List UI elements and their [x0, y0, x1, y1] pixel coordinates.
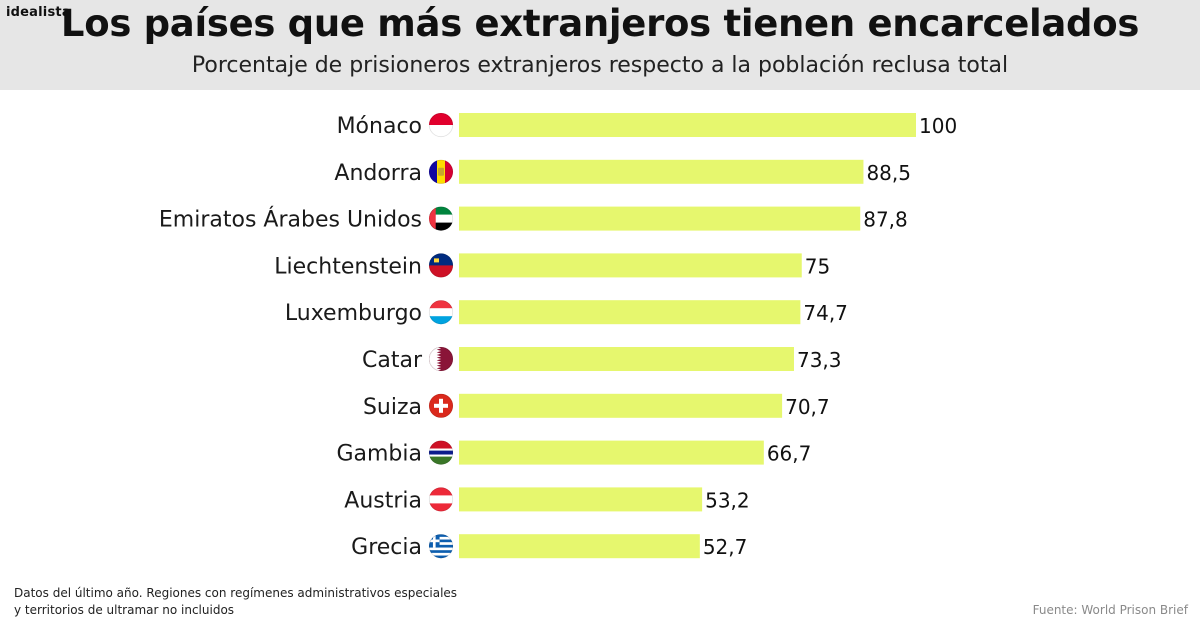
bar-row: Andorra 88,5	[334, 159, 911, 186]
value-label: 52,7	[703, 535, 748, 559]
andorra-flag-icon	[428, 159, 454, 184]
category-label: Liechtenstein	[274, 254, 422, 279]
bar-chart: Mónaco 100 Andorra 88,5 Emiratos Árabes Unid…	[159, 112, 957, 560]
luxembourg-flag-icon	[428, 300, 454, 325]
value-label: 75	[805, 254, 830, 278]
gambia-flag-icon	[428, 440, 454, 465]
liechtenstein-flag-icon	[428, 253, 454, 278]
footnote-line-1: Datos del último año. Regiones con regím…	[14, 586, 458, 600]
category-label: Mónaco	[337, 114, 422, 139]
category-label: Andorra	[334, 161, 422, 186]
bar	[459, 534, 700, 559]
category-label: Luxemburgo	[285, 301, 422, 326]
bar	[459, 300, 801, 325]
greece-flag-icon	[428, 534, 454, 559]
bar-row: Emiratos Árabes Unidos 87,8	[159, 206, 908, 233]
bar	[459, 253, 802, 278]
bar-row: Grecia 52,7	[351, 534, 747, 560]
bar	[459, 159, 864, 184]
bar-row: Luxemburgo 74,7	[285, 300, 848, 326]
bar-row: Austria 53,2	[344, 487, 750, 513]
category-label: Gambia	[336, 442, 422, 467]
chart-title: Los países que más extranjeros tienen en…	[60, 2, 1140, 45]
switzerland-flag-icon	[428, 393, 454, 418]
footnote: Datos del último año. Regiones con regím…	[14, 585, 457, 619]
uae-flag-icon	[428, 206, 454, 231]
bar-row: Suiza 70,7	[363, 393, 830, 420]
value-label: 53,2	[705, 488, 750, 512]
category-label: Suiza	[363, 395, 422, 420]
bar	[459, 206, 861, 231]
austria-flag-icon	[428, 487, 454, 512]
category-label: Austria	[344, 488, 422, 513]
value-label: 87,8	[863, 208, 908, 232]
bar-row: Catar 73,3	[362, 346, 842, 373]
value-label: 73,3	[797, 348, 842, 372]
value-label: 100	[919, 114, 957, 138]
bar	[459, 440, 764, 465]
category-label: Catar	[362, 348, 423, 373]
header: idealista Los países que más extranjeros…	[0, 0, 1200, 90]
value-label: 74,7	[803, 301, 848, 325]
bar-row: Liechtenstein 75	[274, 253, 830, 279]
value-label: 70,7	[785, 395, 830, 419]
value-label: 66,7	[767, 442, 812, 466]
brand-logo: idealista	[6, 5, 71, 20]
category-label: Grecia	[351, 535, 422, 560]
bar-row: Gambia 66,7	[336, 440, 812, 467]
qatar-flag-icon	[428, 346, 454, 372]
bar	[459, 347, 794, 371]
bar	[459, 393, 783, 418]
bar-row: Mónaco 100	[337, 112, 957, 139]
bar	[459, 113, 916, 137]
footnote-line-2: y territorios de ultramar no incluidos	[14, 603, 235, 617]
source-note: Fuente: World Prison Brief	[1032, 603, 1188, 617]
value-label: 88,5	[866, 161, 911, 185]
bar	[459, 487, 703, 512]
monaco-flag-icon	[428, 112, 454, 138]
category-label: Emiratos Árabes Unidos	[159, 207, 422, 233]
chart-subtitle: Porcentaje de prisioneros extranjeros re…	[191, 53, 1009, 78]
